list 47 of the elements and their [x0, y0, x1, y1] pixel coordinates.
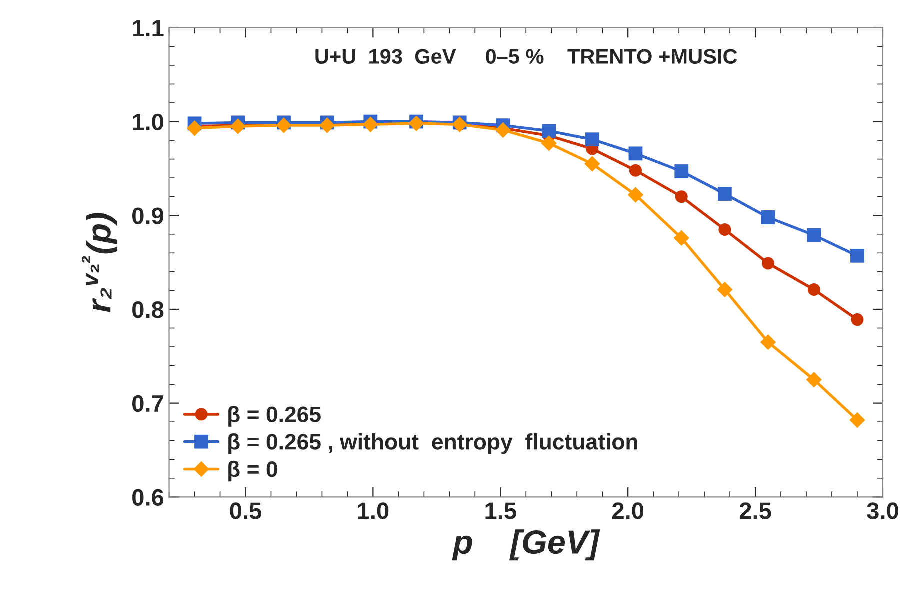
point: [674, 164, 689, 178]
point: [718, 187, 732, 201]
point: [850, 412, 866, 428]
point: [230, 118, 246, 134]
point: [542, 124, 556, 138]
x-tick-label: 1.0: [358, 502, 389, 520]
point: [584, 156, 600, 172]
point: [806, 372, 822, 388]
point: [408, 116, 424, 132]
y-axis-title: r₂$^{v₂²}$(p): [82, 213, 118, 312]
y-tick-label: 0.9: [132, 208, 164, 224]
legend-label: β = 0.265 , without entropy fluctuation: [228, 434, 638, 454]
point: [629, 164, 642, 177]
point: [319, 118, 336, 134]
y-tick-label: 0.6: [132, 489, 164, 506]
annotation: U+U 193 GeV 0–5 % TRENTO +MUSIC: [316, 49, 738, 64]
point: [585, 132, 600, 147]
x-axis-title: p [GeV]: [452, 530, 600, 561]
point: [362, 116, 378, 132]
x-tick-label: 1.5: [486, 502, 516, 520]
point: [808, 284, 820, 296]
point: [674, 230, 690, 246]
point: [761, 210, 776, 224]
point: [760, 334, 776, 350]
point: [850, 249, 864, 263]
point: [717, 282, 733, 298]
point: [807, 228, 822, 242]
x-tick-label: 2.0: [612, 502, 644, 520]
y-tick-label: 1.0: [133, 114, 164, 131]
x-tick-label: 0.5: [230, 502, 262, 520]
point: [628, 146, 643, 161]
point: [276, 118, 292, 134]
point: [186, 120, 203, 136]
point: [851, 314, 864, 326]
y-tick-label: 0.7: [132, 395, 164, 412]
legend-label: β = 0: [228, 460, 278, 482]
point: [541, 136, 557, 152]
y-tick-label: 0.8: [132, 302, 164, 318]
x-tick-label: 2.5: [740, 502, 772, 520]
point: [762, 257, 775, 270]
point: [628, 187, 644, 203]
x-tick-label: 3.0: [867, 502, 898, 520]
legend-label: β = 0.265: [228, 406, 321, 427]
point: [718, 223, 732, 236]
point: [675, 190, 688, 204]
y-tick-label: 1.1: [133, 20, 164, 36]
point: [495, 122, 512, 138]
